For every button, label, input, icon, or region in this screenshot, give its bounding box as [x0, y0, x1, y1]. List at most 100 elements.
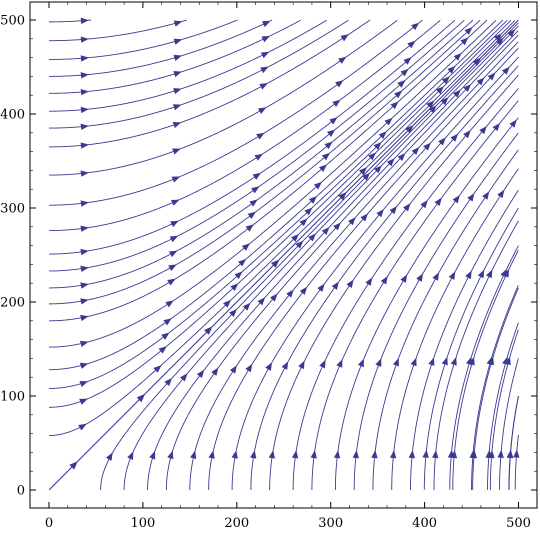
arrowhead	[434, 197, 442, 206]
arrowhead	[394, 90, 403, 99]
arrowhead	[80, 225, 89, 232]
arrowhead	[447, 449, 455, 458]
arrowhead	[252, 172, 262, 180]
arrowhead	[332, 99, 341, 107]
arrowhead	[105, 452, 113, 461]
streamline	[49, 20, 508, 389]
arrowhead	[223, 299, 232, 308]
arrowhead	[331, 281, 339, 290]
arrowhead	[432, 450, 439, 459]
arrowhead	[501, 66, 510, 75]
arrowhead	[173, 71, 182, 78]
streamline	[472, 287, 519, 490]
arrowhead	[313, 181, 322, 190]
arrowhead	[403, 203, 411, 212]
arrowhead	[336, 359, 343, 368]
streamline	[49, 19, 465, 272]
arrowhead	[304, 207, 313, 216]
arrowhead	[450, 133, 459, 142]
arrowhead	[80, 88, 89, 96]
streamline	[49, 19, 187, 42]
streamline	[231, 56, 519, 490]
arrowhead	[346, 279, 354, 288]
y-axis-tick-labels: 0 100 200 300 400 500	[0, 14, 25, 499]
arrowhead	[432, 272, 440, 281]
arrowhead	[467, 193, 475, 202]
arrowhead	[368, 152, 377, 161]
arrowhead	[168, 264, 177, 272]
arrowhead	[234, 271, 243, 280]
streamline	[100, 22, 519, 490]
arrowhead	[80, 36, 89, 43]
arrowhead	[435, 86, 444, 95]
arrowhead	[502, 356, 509, 366]
streamline	[208, 47, 519, 490]
arrowhead	[321, 152, 331, 161]
arrowhead	[179, 373, 188, 382]
arrowhead	[260, 66, 269, 74]
plot-frame	[29, 1, 538, 509]
streamline	[433, 220, 519, 490]
arrowhead	[80, 170, 89, 177]
arrowhead	[319, 359, 326, 369]
streamline	[189, 41, 519, 490]
arrowhead	[168, 250, 178, 258]
arrowhead	[470, 450, 477, 459]
arrowhead	[259, 83, 268, 90]
arrowhead	[357, 358, 364, 368]
arrowhead	[163, 318, 172, 326]
y-axis-ticks	[30, 19, 537, 491]
arrowhead	[408, 450, 415, 459]
arrowhead	[373, 165, 382, 174]
arrowhead	[447, 65, 456, 74]
arrowhead	[78, 423, 87, 431]
arrowhead	[172, 122, 182, 129]
streamline	[49, 19, 488, 322]
y-tick-label: 100	[0, 390, 25, 405]
arrowhead	[69, 461, 78, 470]
x-tick-label: 300	[318, 516, 343, 531]
arrowhead	[268, 450, 275, 459]
arrowhead	[257, 107, 267, 115]
arrowhead	[465, 270, 472, 280]
arrowhead	[479, 125, 487, 135]
arrowhead	[317, 283, 325, 292]
arrowhead	[80, 123, 89, 130]
arrowhead	[340, 34, 349, 42]
arrowhead	[333, 222, 341, 231]
arrowhead	[251, 186, 260, 194]
streamline	[49, 19, 481, 305]
arrowhead	[400, 274, 408, 283]
arrowhead	[441, 356, 448, 366]
arrowhead	[438, 137, 446, 146]
streamline	[49, 19, 371, 148]
arrowhead	[170, 220, 179, 228]
streamline	[49, 19, 273, 77]
arrowhead	[79, 340, 89, 347]
arrowhead	[335, 80, 344, 88]
arrowhead	[299, 286, 308, 295]
arrowhead	[500, 268, 507, 278]
arrowhead	[440, 97, 449, 106]
arrowhead	[262, 20, 271, 28]
arrowhead	[80, 298, 89, 305]
arrowhead	[173, 54, 183, 61]
arrowhead	[261, 35, 271, 43]
arrowhead	[80, 248, 89, 256]
arrowhead	[204, 326, 213, 335]
arrowhead	[482, 191, 490, 200]
arrowhead	[485, 449, 492, 459]
arrowhead	[448, 271, 456, 280]
arrowhead	[281, 361, 289, 370]
arrowhead	[493, 33, 502, 42]
streamline	[514, 434, 519, 490]
arrowhead	[286, 289, 294, 298]
arrowhead	[79, 362, 89, 369]
arrowhead	[348, 217, 356, 226]
arrowhead	[416, 273, 424, 282]
arrowhead	[80, 142, 89, 149]
arrowhead	[127, 451, 134, 460]
arrowhead	[397, 80, 406, 88]
arrowhead	[389, 450, 397, 459]
arrowhead	[249, 199, 258, 207]
